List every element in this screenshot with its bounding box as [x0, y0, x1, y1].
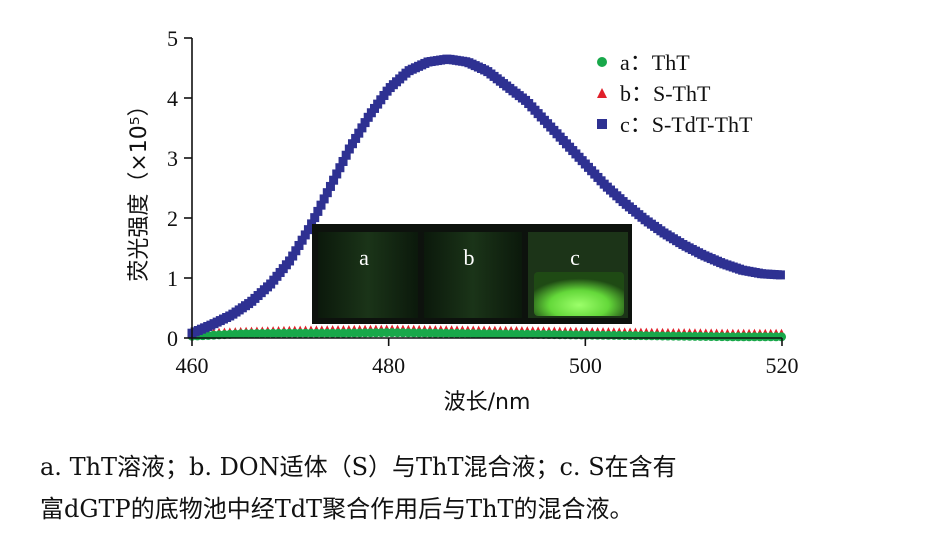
legend-marker-circle: [597, 57, 607, 67]
data-point: [354, 128, 364, 138]
data-point: [303, 225, 313, 235]
vial-c-glow: [534, 272, 624, 316]
y-tick-label: 2: [167, 206, 178, 231]
legend-marker-triangle: [597, 88, 607, 98]
x-tick-label: 480: [372, 353, 405, 378]
y-axis-label: 荧光强度（×10⁵）: [127, 94, 152, 281]
fluorescence-chart: a b c 460 480 500 520 0 1 2 3 4 5 波长/nm 荧光强度（×10⁵…: [127, 26, 799, 415]
axis-ticks: 460 480 500 520 0 1 2 3 4 5: [167, 26, 799, 378]
legend-marker-square: [597, 119, 607, 129]
legend-entry: c：S-TdT-ThT: [620, 112, 753, 137]
y-tick-label: 1: [167, 266, 178, 291]
data-point: [322, 188, 332, 198]
data-point: [335, 163, 345, 173]
inset-label-b: b: [464, 245, 475, 270]
legend: a：ThT b：S-ThT c：S-TdT-ThT: [597, 50, 753, 137]
series-square: [187, 54, 785, 338]
x-axis-label: 波长/nm: [444, 390, 531, 415]
data-point: [319, 194, 329, 204]
data-point: [777, 332, 787, 342]
x-tick-label: 500: [569, 353, 602, 378]
x-tick-label: 460: [176, 353, 209, 378]
data-point: [338, 156, 348, 166]
y-tick-label: 4: [167, 86, 178, 111]
data-point: [316, 200, 326, 210]
data-point: [285, 256, 295, 266]
data-point: [341, 150, 351, 160]
data-point: [307, 219, 317, 229]
data-point: [313, 206, 323, 216]
data-point: [351, 133, 361, 143]
data-point: [332, 169, 342, 179]
figure-caption-line-1: a. ThT溶液；b. DON适体（S）与ThT混合液；c. S在含有: [40, 453, 677, 481]
data-point: [294, 240, 304, 250]
series-circle: [187, 328, 787, 342]
data-point: [344, 144, 354, 154]
data-point: [325, 181, 335, 191]
data-point: [363, 112, 373, 122]
vial-b: [424, 232, 522, 318]
data-point: [360, 118, 370, 128]
data-point: [297, 235, 307, 245]
data-point: [291, 246, 301, 256]
data-point: [300, 230, 310, 240]
y-tick-label: 3: [167, 146, 178, 171]
data-point: [775, 270, 785, 280]
vial-a: [318, 232, 418, 318]
y-tick-label: 5: [167, 26, 178, 51]
legend-entry: a：ThT: [620, 50, 690, 75]
data-point: [310, 213, 320, 223]
legend-entry: b：S-ThT: [620, 81, 711, 106]
data-point: [347, 139, 357, 149]
inset-label-c: c: [570, 245, 580, 270]
vial-photo-inset: a b c: [312, 224, 632, 324]
data-point: [288, 251, 298, 261]
inset-label-a: a: [359, 245, 369, 270]
data-point: [357, 123, 367, 133]
x-tick-label: 520: [766, 353, 799, 378]
y-tick-label: 0: [167, 326, 178, 351]
figure-caption-line-2: 富dGTP的底物池中经TdT聚合作用后与ThT的混合液。: [40, 495, 634, 523]
data-point: [329, 175, 339, 185]
